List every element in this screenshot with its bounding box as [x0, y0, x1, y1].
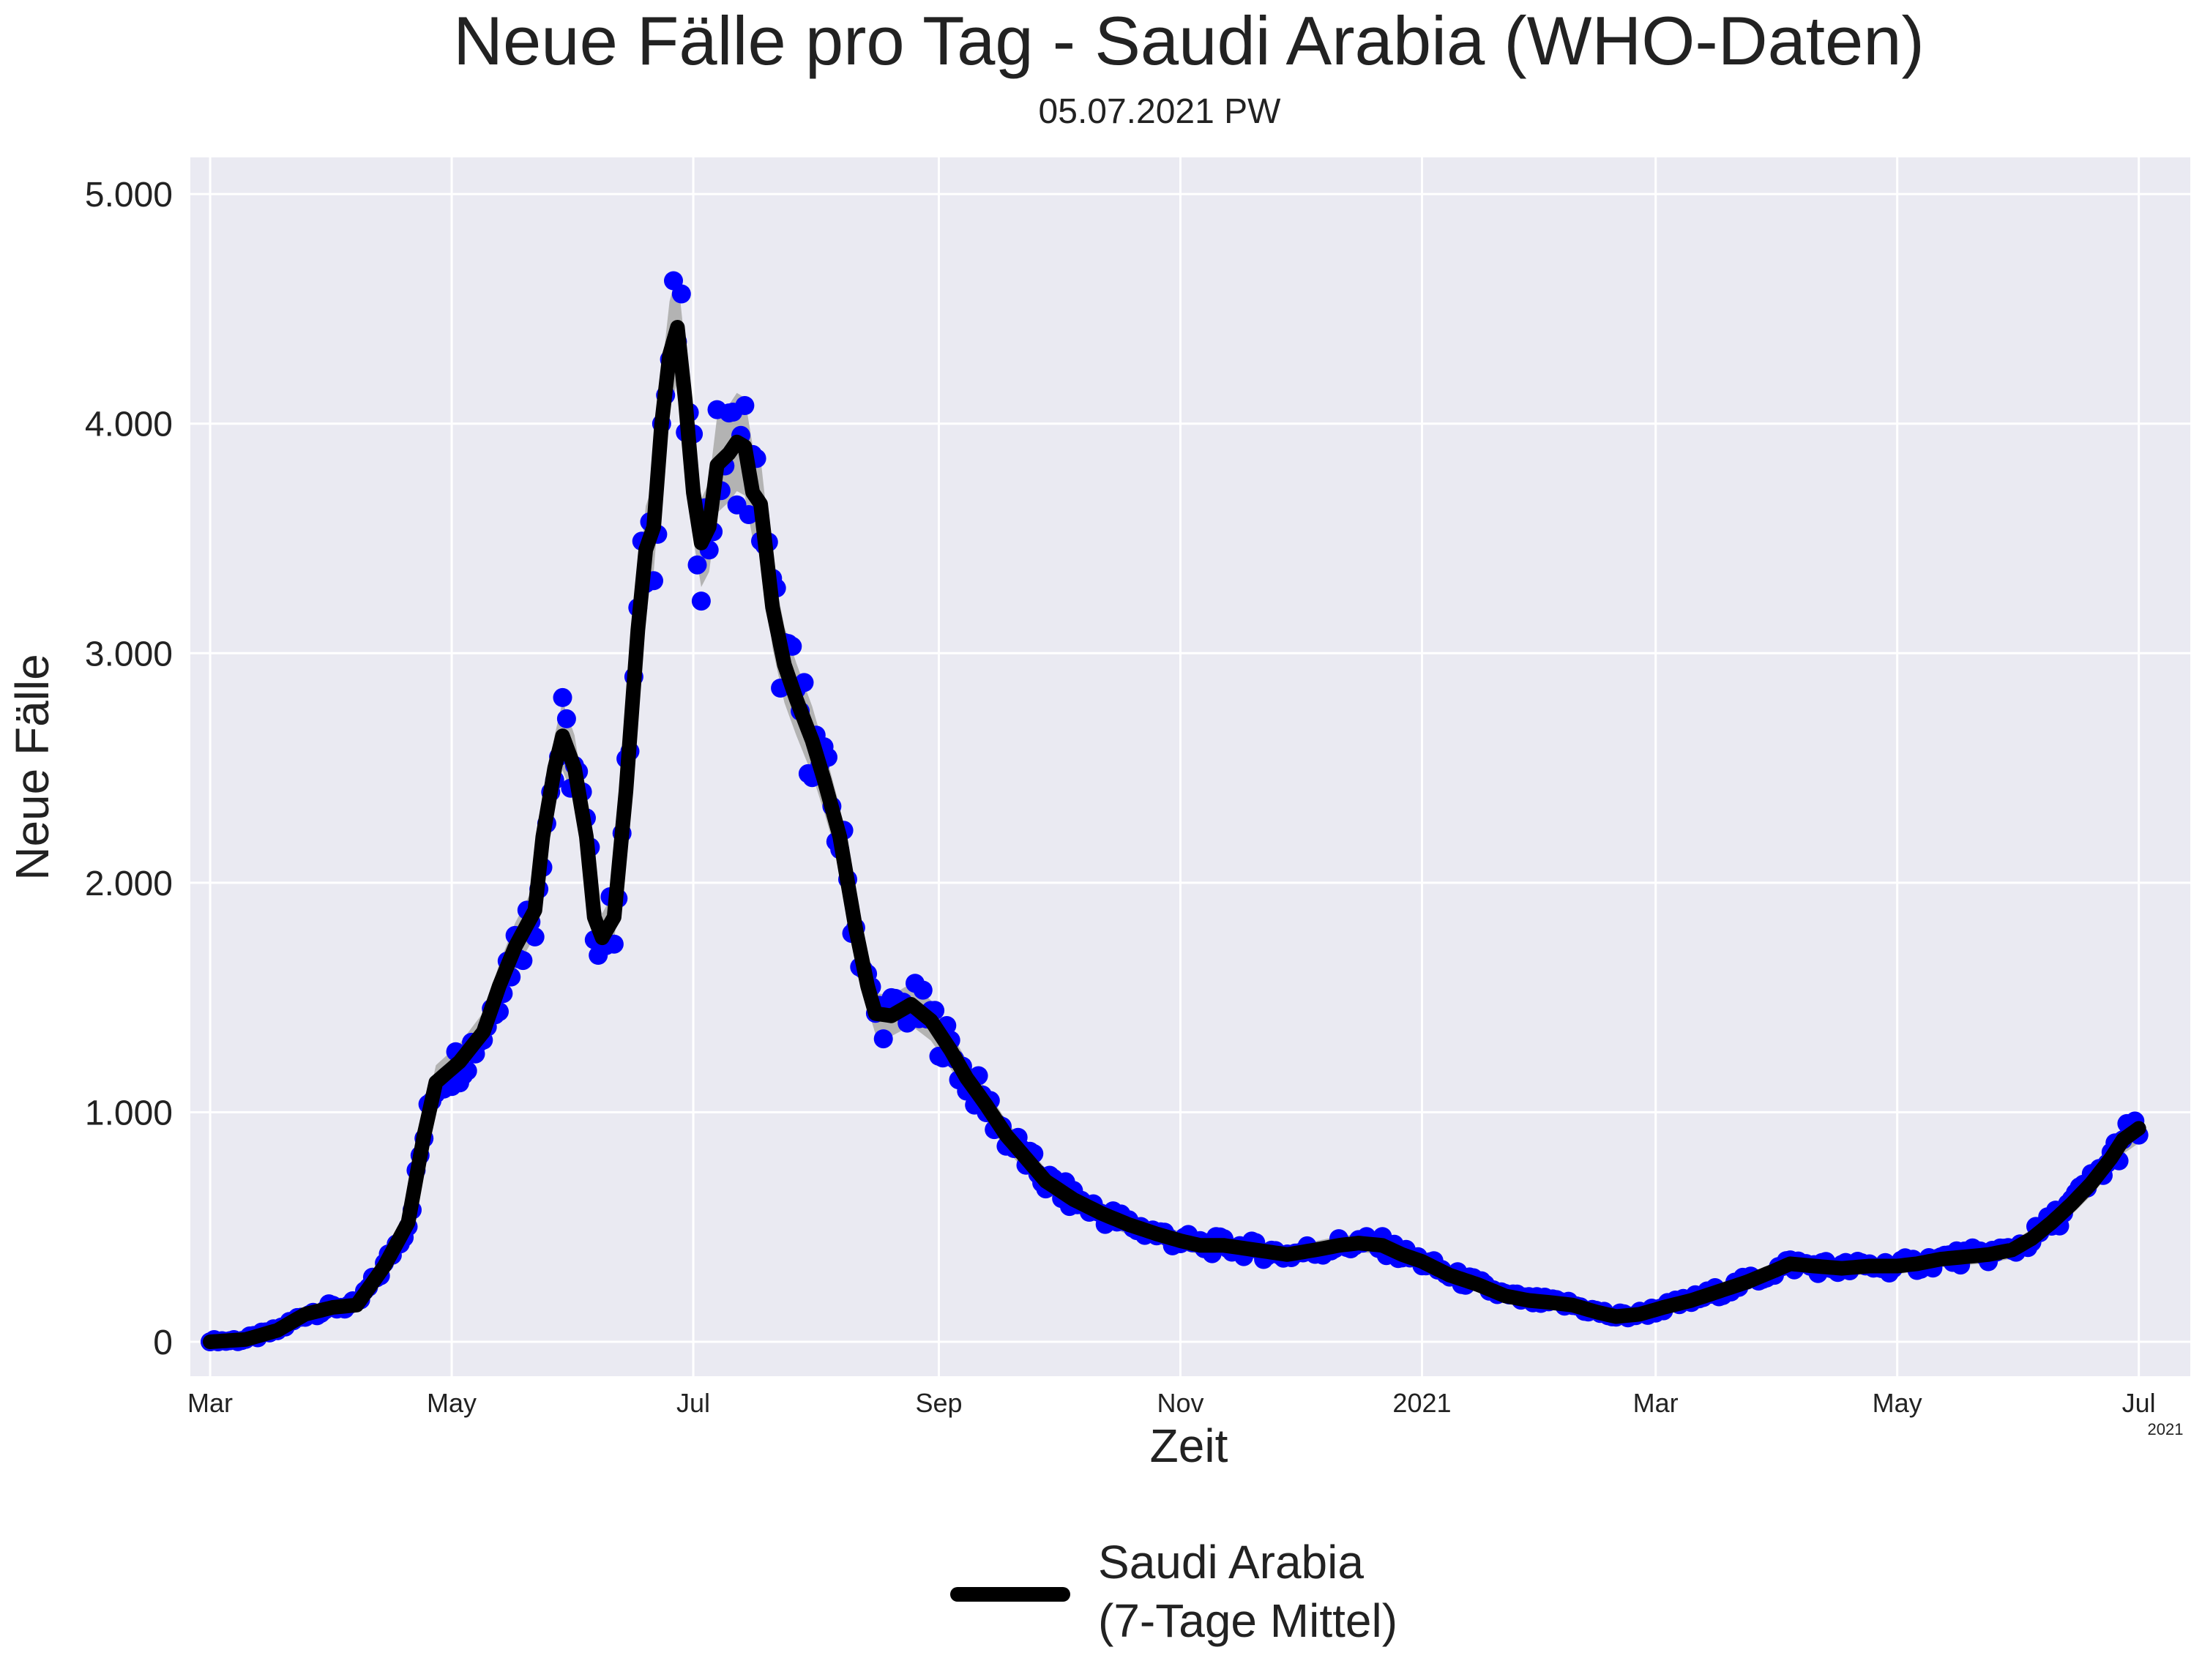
chart-subtitle: 05.07.2021 PW: [1039, 92, 1282, 131]
x-tick-label: May: [1873, 1388, 1922, 1418]
legend-label-line-2: (7-Tage Mittel): [1098, 1594, 1397, 1647]
x-tick-label: May: [427, 1388, 477, 1418]
x-tick-label: Mar: [187, 1388, 233, 1418]
daily-point: [553, 687, 572, 707]
y-tick-label: 1.000: [85, 1094, 173, 1132]
daily-point: [556, 709, 576, 728]
daily-point: [873, 1029, 893, 1049]
x-offset-label: 2021: [2148, 1420, 2184, 1438]
x-tick-label: Jul: [2122, 1388, 2156, 1418]
y-tick-label: 4.000: [85, 406, 173, 444]
plot-area: [190, 157, 2190, 1376]
x-tick-label: Jul: [676, 1388, 710, 1418]
daily-point: [735, 396, 755, 415]
daily-point: [691, 591, 711, 611]
daily-point: [671, 284, 691, 304]
moving-average-line: [203, 320, 2146, 1349]
y-tick-label: 3.000: [85, 635, 173, 673]
grid-lines: [190, 157, 2190, 1376]
daily-point: [739, 505, 758, 524]
chart-title: Neue Fälle pro Tag - Saudi Arabia (WHO-D…: [453, 2, 1925, 79]
y-tick-label: 5.000: [85, 176, 173, 214]
x-axis-label: Zeit: [1150, 1419, 1228, 1472]
x-tick-label: 2021: [1392, 1388, 1451, 1418]
x-axis: Mar May Jul Sep Nov 2021 Mar May Jul: [187, 1388, 2156, 1418]
y-axis: 0 1.000 2.000 3.000 4.000 5.000: [85, 176, 173, 1362]
moving-average-path: [203, 320, 2146, 1349]
x-tick-label: Nov: [1157, 1388, 1203, 1418]
x-tick-label: Sep: [915, 1388, 962, 1418]
legend-label-line-1: Saudi Arabia: [1098, 1536, 1364, 1588]
y-tick-label: 2.000: [85, 865, 173, 903]
daily-point: [913, 980, 933, 1000]
daily-point: [687, 555, 707, 575]
x-tick-label: Mar: [1633, 1388, 1679, 1418]
y-tick-label: 0: [153, 1324, 173, 1362]
y-axis-label: Neue Fälle: [6, 654, 59, 881]
legend: Saudi Arabia (7-Tage Mittel): [950, 1536, 1397, 1647]
